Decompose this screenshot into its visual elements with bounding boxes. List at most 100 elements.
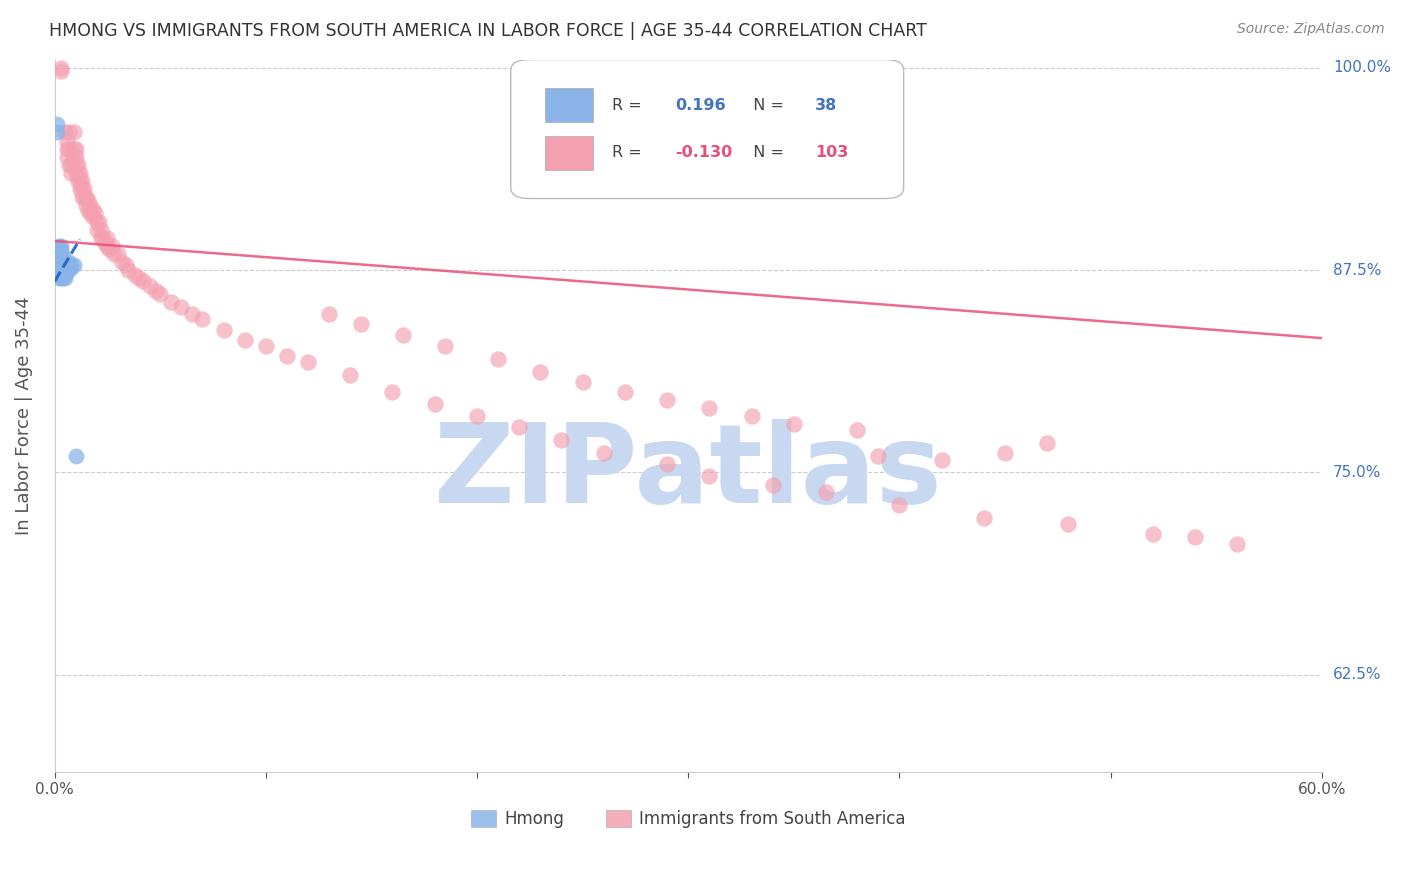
Point (62, 258, 84, 272)
Point (60, 258, 83, 272)
Text: -0.130: -0.130 (675, 145, 733, 161)
Point (180, 307, 202, 321)
Text: 62.5%: 62.5% (1333, 667, 1382, 682)
Point (1142, 527, 1164, 541)
Point (1184, 530, 1206, 544)
Point (103, 247, 125, 261)
Point (58, 261, 80, 276)
Point (45, 126, 67, 140)
Point (132, 275, 155, 289)
Point (465, 409, 488, 423)
Text: R =: R = (612, 145, 647, 161)
FancyBboxPatch shape (510, 60, 904, 199)
Point (107, 247, 129, 261)
Point (49, 242, 72, 256)
Point (297, 355, 319, 369)
Point (79, 206, 101, 220)
Point (60, 261, 83, 276)
Point (392, 327, 415, 342)
Point (48, 255, 70, 269)
Point (124, 268, 146, 282)
Point (49, 248, 72, 262)
Point (783, 417, 806, 431)
Text: 103: 103 (815, 145, 848, 161)
Point (973, 511, 995, 525)
Text: 38: 38 (815, 98, 837, 112)
Legend: Hmong, Immigrants from South America: Hmong, Immigrants from South America (464, 804, 912, 835)
Point (1036, 436, 1059, 450)
Point (66, 158, 89, 172)
Point (75, 198, 97, 212)
Point (58, 258, 80, 272)
Text: HMONG VS IMMIGRANTS FROM SOUTH AMERICA IN LABOR FORCE | AGE 35-44 CORRELATION CH: HMONG VS IMMIGRANTS FROM SOUTH AMERICA I… (49, 22, 927, 40)
Point (48, 239, 70, 253)
Point (212, 323, 235, 337)
Point (70, 182, 93, 196)
Point (52, 265, 75, 279)
Point (48, 247, 70, 261)
Point (52, 261, 75, 276)
Point (699, 401, 721, 415)
Point (48, 271, 70, 285)
Point (762, 478, 785, 492)
Point (56, 142, 79, 156)
Point (52, 248, 75, 262)
Point (48, 263, 70, 277)
Point (83, 206, 105, 220)
Point (889, 498, 911, 512)
Point (52, 268, 75, 282)
Point (49, 271, 72, 285)
Point (96, 230, 118, 244)
Point (49, 255, 72, 269)
Point (49, 252, 72, 266)
Point (75, 190, 97, 204)
Point (613, 384, 636, 399)
Point (117, 263, 139, 277)
Point (98, 242, 121, 256)
Point (77, 203, 100, 218)
Point (1057, 517, 1080, 532)
Point (381, 384, 404, 399)
Point (70, 174, 93, 188)
Point (52, 252, 75, 266)
Point (434, 339, 457, 353)
Point (73, 182, 96, 196)
Point (56, 261, 79, 276)
Point (276, 349, 298, 363)
Bar (546, 88, 593, 122)
Point (1226, 537, 1249, 551)
Text: R =: R = (612, 98, 647, 112)
Point (65, 166, 87, 180)
Point (655, 392, 678, 407)
Point (58, 126, 80, 140)
Text: ZIPatlas: ZIPatlas (434, 419, 942, 526)
Point (233, 333, 256, 347)
Point (254, 339, 277, 353)
Point (65, 150, 87, 164)
Y-axis label: In Labor Force | Age 35-44: In Labor Force | Age 35-44 (15, 296, 32, 535)
Point (77, 194, 100, 208)
Point (66, 166, 89, 180)
Point (318, 307, 340, 321)
Point (655, 458, 678, 472)
Point (846, 424, 869, 438)
Point (592, 446, 614, 460)
Point (86, 214, 108, 228)
Text: 87.5%: 87.5% (1333, 262, 1381, 277)
Point (45, 117, 67, 131)
Point (699, 468, 721, 483)
Point (931, 452, 953, 467)
Point (868, 450, 890, 464)
Bar (546, 136, 593, 170)
Point (73, 190, 96, 204)
Point (58, 255, 80, 269)
Point (53, 126, 76, 140)
Point (350, 317, 373, 331)
Point (550, 433, 572, 447)
Point (53, 265, 76, 279)
Point (49, 245, 72, 260)
Point (82, 203, 104, 218)
Point (49, 263, 72, 277)
Point (571, 375, 593, 389)
Point (82, 210, 104, 224)
